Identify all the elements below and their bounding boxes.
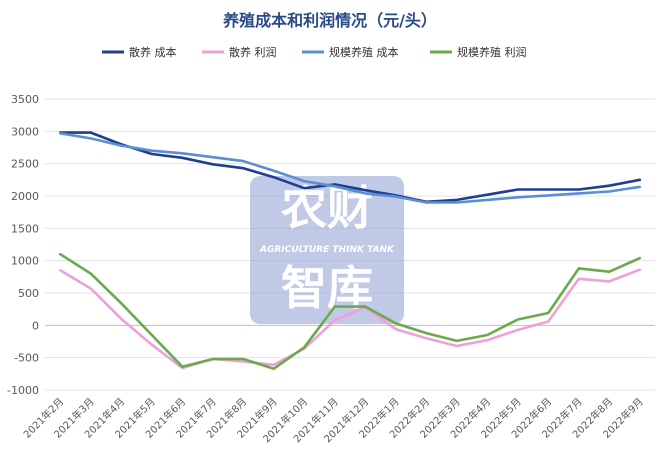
y-tick-label: -1000 — [7, 384, 39, 397]
y-tick-label: -500 — [14, 352, 39, 365]
series-group — [58, 131, 642, 371]
series-line-1 — [58, 268, 642, 370]
series-line-2 — [58, 132, 642, 204]
chart-title: 养殖成本和利润情况（元/头） — [222, 11, 437, 30]
legend-label-3: 规模养殖 利润 — [457, 45, 527, 59]
x-axis: 2021年2月2021年3月2021年4月2021年5月2021年6月2021年… — [21, 395, 646, 445]
y-tick-label: 3000 — [11, 125, 39, 138]
series-line-0 — [58, 131, 642, 204]
legend: 散养 成本 散养 利润 规模养殖 成本 规模养殖 利润 — [102, 45, 527, 59]
legend-label-2: 规模养殖 成本 — [329, 45, 399, 59]
watermark-line2: AGRICULTURE THINK TANK — [259, 245, 395, 255]
series-line-3 — [58, 252, 642, 371]
watermark-box — [250, 176, 404, 324]
y-tick-label: 1000 — [11, 255, 39, 268]
grid — [45, 98, 655, 391]
y-tick-label: 500 — [18, 287, 39, 300]
legend-label-1: 散养 利润 — [229, 45, 277, 59]
y-tick-label: 1500 — [11, 222, 39, 235]
y-tick-label: 2000 — [11, 190, 39, 203]
y-tick-label: 0 — [32, 319, 39, 332]
y-tick-label: 2500 — [11, 158, 39, 171]
y-axis: -1000 -500 0 500 1000 1500 2000 2500 3000 3500 — [7, 93, 39, 397]
legend-label-0: 散养 成本 — [129, 45, 177, 59]
watermark: 农财 AGRICULTURE THINK TANK 智库 — [250, 176, 404, 324]
y-tick-label: 3500 — [11, 93, 39, 106]
